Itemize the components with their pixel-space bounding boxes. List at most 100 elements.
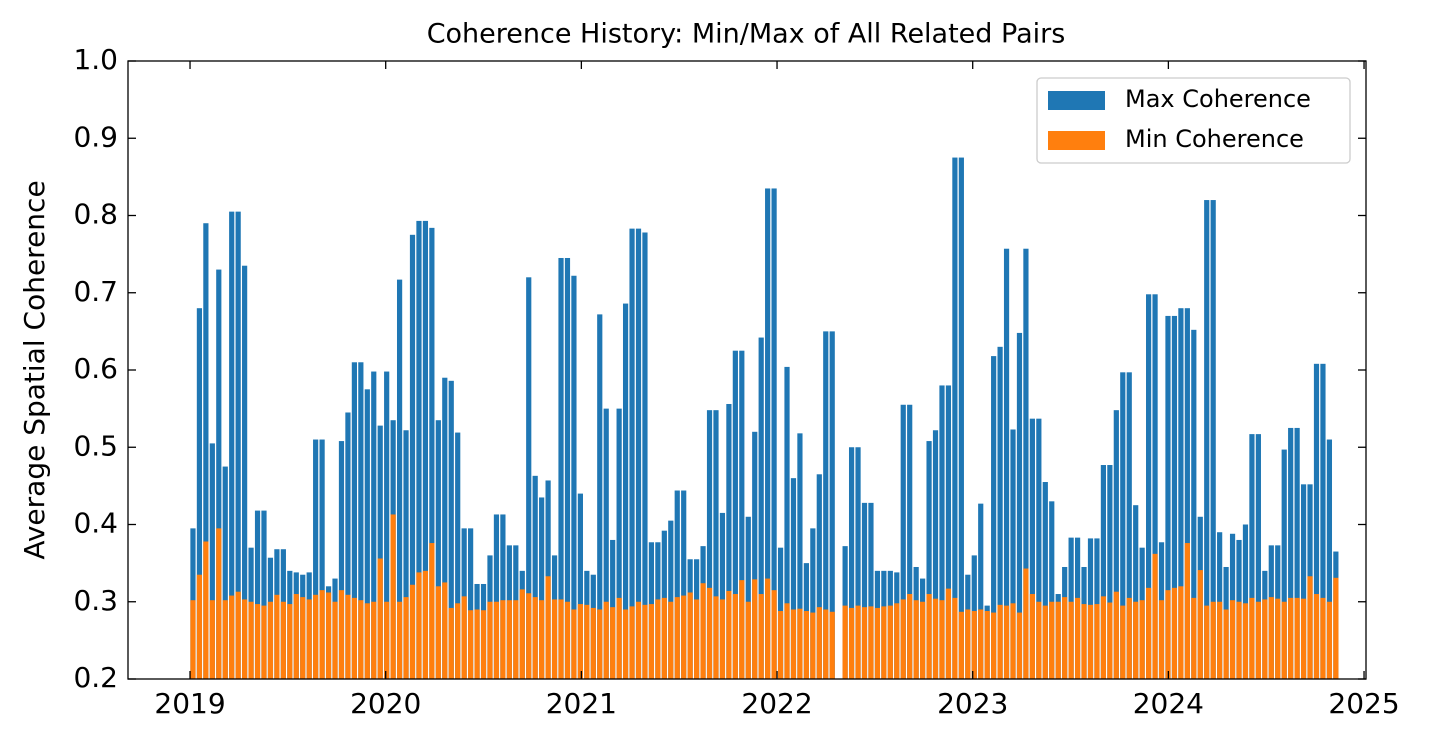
y-tick-label: 0.5 (73, 429, 118, 462)
bar (1223, 609, 1229, 679)
bar (1255, 434, 1261, 679)
bar (422, 570, 429, 679)
chart-title: Coherence History: Min/Max of All Relate… (427, 19, 1066, 50)
bar (319, 590, 325, 679)
bar (338, 590, 345, 679)
bar (945, 385, 952, 679)
bar (913, 600, 919, 679)
bar (597, 609, 603, 679)
bar (487, 601, 493, 679)
bar (377, 425, 383, 679)
bar (442, 377, 448, 679)
bar (455, 603, 461, 679)
bar (500, 600, 506, 679)
y-tick-label: 0.6 (73, 352, 118, 385)
bar (597, 314, 603, 679)
bar (364, 603, 370, 679)
bar (823, 331, 829, 679)
bar (254, 604, 261, 679)
bar (1320, 363, 1326, 679)
bar (939, 600, 945, 679)
bar (952, 157, 958, 679)
bar (1178, 308, 1184, 679)
bar (1236, 601, 1242, 679)
bar (429, 227, 435, 680)
bar (855, 605, 861, 679)
bar (810, 612, 816, 679)
bar (739, 580, 745, 679)
bar (642, 604, 648, 679)
bar (442, 582, 448, 679)
bar (358, 362, 364, 679)
bar (1281, 601, 1287, 679)
bar (1120, 372, 1126, 679)
bar (384, 601, 390, 679)
bar (719, 512, 726, 679)
bar (551, 599, 558, 679)
bar (861, 502, 868, 679)
bar (1133, 601, 1139, 679)
bar (254, 510, 261, 679)
bar (1210, 200, 1216, 680)
bar (881, 606, 887, 679)
bar (351, 362, 357, 679)
bar (1074, 597, 1081, 679)
bar (1081, 604, 1087, 679)
bar (926, 441, 932, 679)
bar (1249, 597, 1255, 679)
bar (816, 474, 822, 679)
bar (900, 599, 906, 679)
bar (1152, 553, 1158, 679)
bar (610, 607, 616, 679)
y-tick-label: 1.0 (73, 43, 118, 76)
bar (829, 611, 835, 679)
bar (1094, 604, 1100, 679)
bar (648, 604, 655, 679)
bar (1107, 602, 1113, 679)
bar (681, 595, 687, 679)
bar (622, 303, 629, 679)
bar (422, 220, 429, 679)
bar (1281, 449, 1287, 679)
bar (932, 598, 939, 679)
bar (396, 279, 403, 679)
bar (1010, 603, 1016, 679)
bar (539, 497, 545, 679)
bar (403, 430, 409, 679)
bar (1191, 329, 1197, 679)
bar (209, 443, 215, 679)
bar (765, 578, 771, 679)
bar (338, 441, 345, 679)
bar (1036, 601, 1042, 679)
bar (1288, 597, 1294, 679)
bar (797, 608, 803, 679)
bar (235, 591, 241, 679)
bar (823, 609, 829, 679)
bar (926, 594, 932, 679)
bar (771, 590, 777, 679)
bar (1255, 601, 1261, 679)
bar (907, 594, 913, 679)
bar (564, 257, 571, 679)
bar (1126, 597, 1132, 679)
bar (306, 599, 312, 679)
bar (900, 404, 906, 679)
bar (952, 597, 958, 679)
bar (848, 447, 855, 679)
bar (500, 514, 506, 679)
bar (1204, 605, 1210, 679)
bar (203, 223, 209, 679)
bar (1307, 576, 1313, 679)
bar (1146, 294, 1152, 679)
bar (790, 478, 797, 679)
bar (997, 604, 1003, 679)
bar (1242, 603, 1249, 679)
bar (248, 601, 254, 679)
bar (313, 439, 319, 679)
bar (274, 594, 280, 679)
legend-label: Max Coherence (1125, 85, 1311, 113)
bar (887, 605, 893, 679)
bar (894, 603, 900, 679)
bar (1275, 598, 1281, 679)
bar (1133, 505, 1139, 679)
